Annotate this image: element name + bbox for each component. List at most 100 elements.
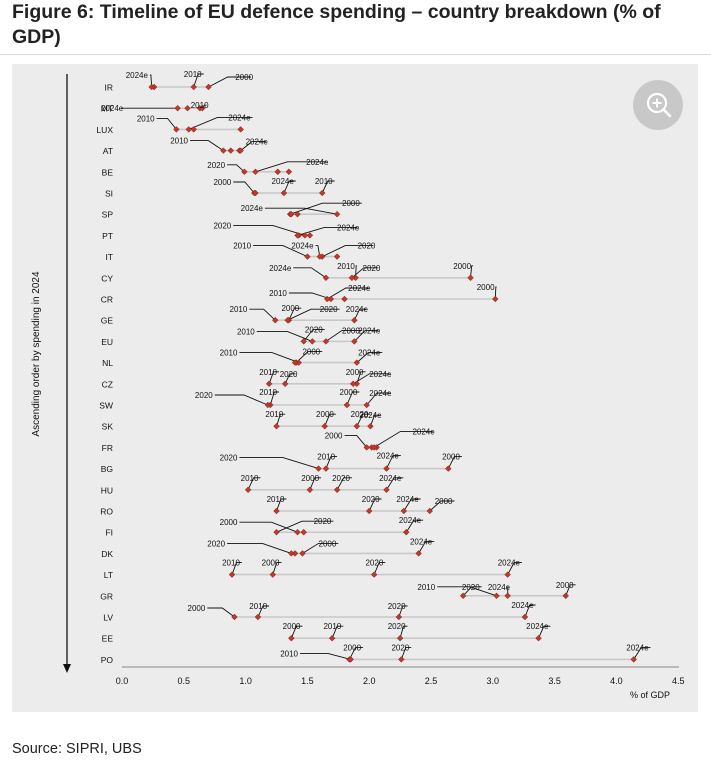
annotation-leader bbox=[373, 430, 433, 448]
data-point bbox=[299, 550, 306, 557]
annotation-label: 2024e bbox=[511, 601, 534, 610]
x-tick-labels: 0.0 0.5 1.0 1.5 2.0 2.5 3.0 3.5 4.0 4.5 bbox=[116, 676, 685, 686]
annotation-leader bbox=[356, 352, 383, 363]
annotation-leader bbox=[253, 245, 308, 258]
annotation-label: 2000 bbox=[316, 410, 334, 419]
annotation-leader bbox=[239, 352, 299, 364]
country-label: SW bbox=[99, 401, 113, 411]
country-label: IR bbox=[105, 83, 114, 93]
annotation-leader bbox=[386, 477, 404, 491]
annotation-label: 2024e bbox=[488, 583, 511, 592]
annotation-label: 2010 bbox=[337, 262, 355, 271]
annotation-label: 2020 bbox=[195, 391, 213, 400]
annotation-leader bbox=[188, 116, 253, 130]
annotation-label: 2010 bbox=[265, 410, 283, 419]
data-point bbox=[280, 189, 288, 197]
data-point bbox=[315, 465, 322, 472]
data-point bbox=[403, 528, 410, 536]
annotation-leader bbox=[386, 455, 401, 469]
annotation-label: 2024e bbox=[348, 284, 371, 293]
data-point bbox=[190, 126, 197, 133]
annotation-label: 2010 bbox=[222, 559, 240, 568]
annotation-leader bbox=[269, 391, 279, 406]
annotation-label: 2000 bbox=[435, 497, 453, 506]
annotation-label: 2010 bbox=[315, 177, 333, 186]
annotation-leader bbox=[366, 392, 390, 406]
annotation-label: 2000 bbox=[346, 368, 364, 377]
country-label: MT bbox=[101, 104, 113, 114]
annotation-leader bbox=[356, 371, 366, 384]
data-point bbox=[288, 210, 295, 218]
country-label: FI bbox=[105, 528, 113, 538]
annotation-leader bbox=[231, 562, 242, 575]
annotation-leader bbox=[437, 586, 497, 597]
annotation-leader bbox=[300, 652, 351, 660]
annotation-label: 2020 bbox=[351, 410, 369, 419]
data-point bbox=[318, 189, 326, 197]
data-point bbox=[244, 486, 252, 494]
data-point bbox=[285, 168, 293, 176]
annotation-leader bbox=[351, 267, 379, 279]
annotation-label: 2010 bbox=[170, 137, 188, 146]
annotation-leader bbox=[447, 456, 462, 469]
annotation-leader bbox=[256, 330, 313, 342]
data-point bbox=[333, 210, 341, 218]
annotation-leader bbox=[565, 584, 576, 596]
x-tick-label: 3.0 bbox=[487, 676, 500, 686]
annotation-leader bbox=[290, 625, 303, 639]
annotation-label: 2000 bbox=[188, 604, 206, 613]
annotation-leader bbox=[470, 265, 474, 278]
annotation-label: 2024e bbox=[369, 370, 392, 379]
annotation-label: 2000 bbox=[319, 539, 337, 548]
data-point bbox=[365, 507, 373, 515]
annotation-leader bbox=[398, 605, 408, 618]
annotation-leader bbox=[355, 265, 357, 278]
annotation-label: 2010 bbox=[259, 388, 277, 397]
country-label: GE bbox=[101, 316, 114, 326]
annotation-leader bbox=[356, 413, 371, 427]
annotation-leader bbox=[399, 625, 408, 639]
data-point bbox=[269, 571, 277, 578]
annotation-label: 2020 bbox=[363, 264, 381, 273]
data-point bbox=[228, 571, 236, 578]
data-point bbox=[185, 126, 192, 133]
data-point bbox=[343, 401, 351, 409]
data-point bbox=[426, 507, 434, 515]
annotation-label: 2024e bbox=[396, 495, 419, 504]
annotation-leader bbox=[331, 625, 344, 639]
annotation-leader bbox=[272, 562, 282, 575]
annotation-leader bbox=[214, 394, 269, 406]
annotation-label: 2020 bbox=[305, 325, 323, 334]
country-label: BE bbox=[102, 167, 114, 177]
annotation-leader bbox=[297, 226, 358, 236]
annotation-label: 2024e bbox=[241, 204, 264, 213]
annotation-label: 2024e bbox=[269, 264, 292, 273]
annotation-leader bbox=[247, 477, 261, 490]
data-point bbox=[398, 656, 405, 663]
annotation-label: 2020 bbox=[388, 602, 406, 611]
country-label: BG bbox=[101, 464, 113, 474]
data-point bbox=[333, 486, 341, 494]
annotation-label: 2020 bbox=[320, 305, 338, 314]
data-point bbox=[562, 592, 569, 600]
country-label: SK bbox=[102, 422, 114, 432]
annotation-label: 2024e bbox=[377, 452, 400, 461]
country-label: NL bbox=[102, 358, 113, 368]
annotation-leader bbox=[288, 307, 302, 321]
y-axis-label: Ascending order by spending in 2024 bbox=[31, 271, 42, 437]
x-tick-label: 4.0 bbox=[610, 676, 623, 686]
country-label: CR bbox=[101, 295, 113, 305]
data-point bbox=[363, 401, 370, 409]
data-point bbox=[395, 613, 403, 621]
data-point bbox=[231, 613, 238, 621]
annotation-leader bbox=[239, 521, 298, 533]
data-point bbox=[184, 104, 191, 112]
x-tick-label: 2.5 bbox=[425, 676, 438, 686]
annotation-label: 2000 bbox=[325, 431, 343, 440]
data-points bbox=[148, 83, 637, 663]
zoom-button[interactable] bbox=[633, 80, 683, 130]
annotation-leader bbox=[418, 540, 435, 554]
x-tick-label: 3.5 bbox=[548, 676, 561, 686]
country-label: IT bbox=[105, 252, 113, 262]
country-label: CY bbox=[101, 273, 113, 283]
